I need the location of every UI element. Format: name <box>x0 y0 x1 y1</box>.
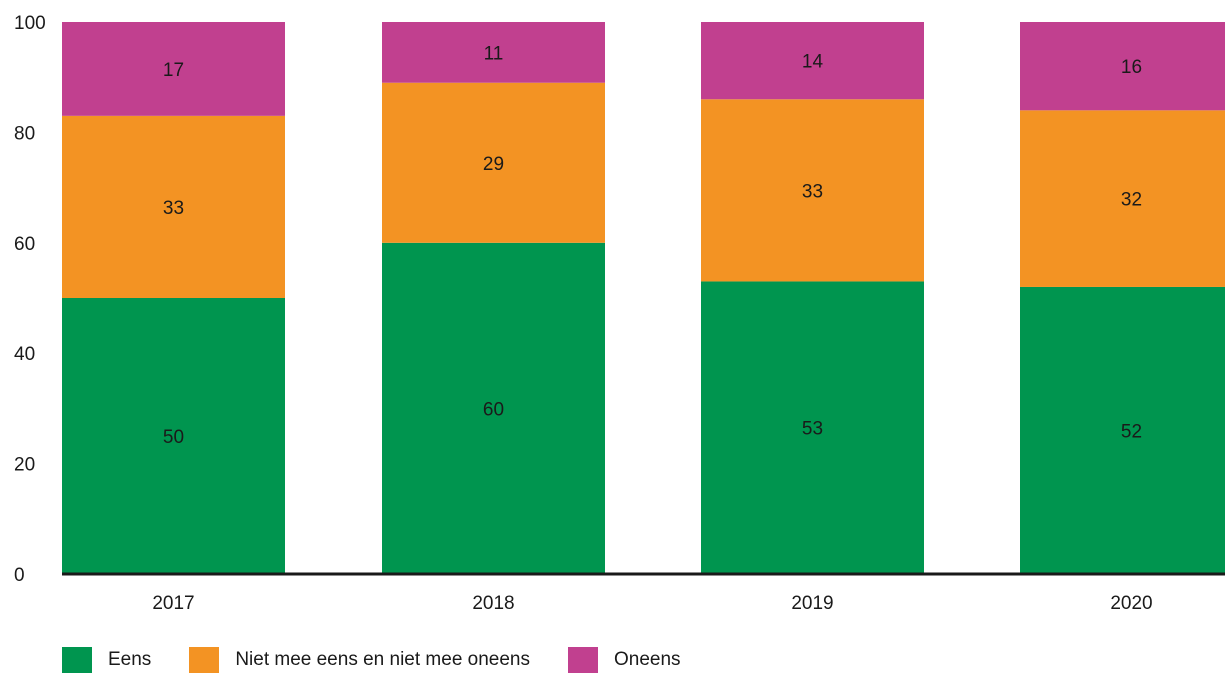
bar-segment-2019-1 <box>701 99 924 282</box>
data-label-2017-0: 50 <box>163 427 184 448</box>
legend-swatch-oneens <box>568 647 598 673</box>
legend-item-eens: Eens <box>62 647 151 673</box>
y-tick-label-20: 20 <box>14 455 35 476</box>
data-label-2018-0: 60 <box>483 399 504 420</box>
y-tick-label-60: 60 <box>14 234 35 255</box>
data-label-2020-2: 16 <box>1121 57 1142 78</box>
bar-segment-2019-2 <box>701 22 924 100</box>
y-tick-label-40: 40 <box>14 344 35 365</box>
y-tick-label-0: 0 <box>14 565 25 586</box>
bar-segment-2019-0 <box>701 281 924 574</box>
data-label-2018-1: 29 <box>483 154 504 175</box>
legend-label-neutraal: Niet mee eens en niet mee oneens <box>235 649 530 670</box>
bar-segment-2017-0 <box>62 298 285 574</box>
legend: Eens Niet mee eens en niet mee oneens On… <box>62 646 719 674</box>
chart-canvas: 0 20 40 60 80 100 50 33 17 2017 60 29 11 2018 53 33 14 20… <box>14 13 1225 614</box>
bar-segment-2018-0 <box>382 242 605 575</box>
bar-stack-2020: 52 32 16 <box>1020 22 1225 574</box>
bar-stack-2018: 60 29 11 <box>382 22 605 575</box>
data-label-2017-2: 17 <box>163 60 184 81</box>
x-tick-label-2017: 2017 <box>152 593 194 614</box>
bar-segment-2020-2 <box>1020 22 1225 111</box>
bar-segment-2018-1 <box>382 82 605 243</box>
legend-swatch-eens <box>62 647 92 673</box>
data-label-2019-0: 53 <box>802 419 823 440</box>
bar-segment-2020-1 <box>1020 110 1225 287</box>
bar-stack-2019: 53 33 14 <box>701 22 924 574</box>
legend-label-eens: Eens <box>108 649 152 670</box>
legend-swatch-neutraal <box>189 647 220 673</box>
x-tick-label-2019: 2019 <box>791 593 833 614</box>
x-tick-label-2020: 2020 <box>1110 593 1152 614</box>
bar-segment-2017-2 <box>62 22 285 116</box>
legend-item-oneens: Oneens <box>568 647 681 673</box>
bar-segment-2020-0 <box>1020 286 1225 574</box>
data-label-2018-2: 11 <box>484 43 504 64</box>
bar-stack-2017: 50 33 17 <box>62 22 285 574</box>
data-label-2019-1: 33 <box>802 181 823 202</box>
legend-label-oneens: Oneens <box>614 649 681 670</box>
bar-segment-2017-1 <box>62 115 285 298</box>
bar-segment-2018-2 <box>382 22 605 83</box>
data-label-2019-2: 14 <box>802 52 824 73</box>
data-label-2017-1: 33 <box>163 198 184 219</box>
x-tick-label-2018: 2018 <box>472 593 514 614</box>
legend-item-neutraal: Niet mee eens en niet mee oneens <box>189 647 530 673</box>
y-tick-label-100: 100 <box>14 13 46 34</box>
data-label-2020-0: 52 <box>1121 421 1142 442</box>
data-label-2020-1: 32 <box>1121 190 1142 211</box>
y-tick-label-80: 80 <box>14 123 35 144</box>
